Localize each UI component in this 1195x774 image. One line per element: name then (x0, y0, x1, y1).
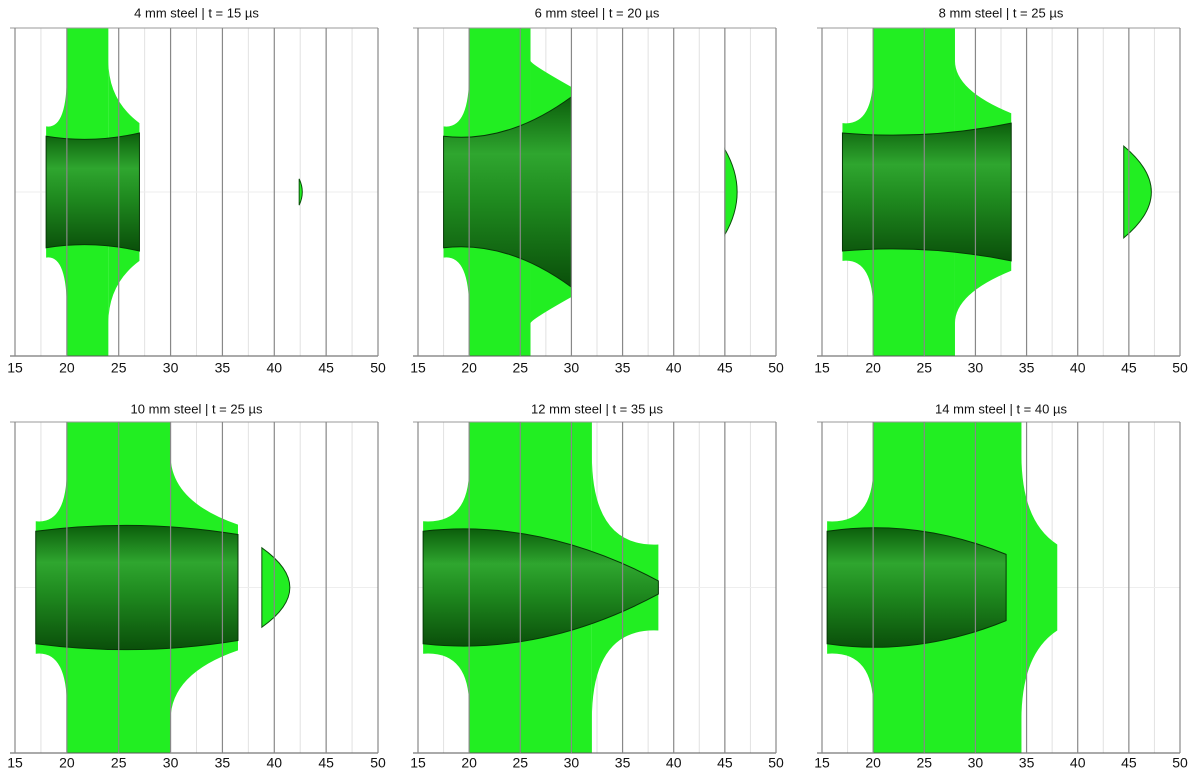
x-tick-label: 40 (1070, 755, 1086, 771)
x-tick-label: 15 (410, 360, 426, 376)
x-tick-label: 35 (1019, 755, 1035, 771)
x-tick-label: 25 (111, 755, 127, 771)
x-tick-label: 25 (512, 755, 528, 771)
x-tick-label: 45 (717, 360, 733, 376)
projectile (842, 123, 1011, 261)
x-tick-label: 20 (865, 755, 881, 771)
x-tick-label: 25 (916, 360, 932, 376)
x-tick-label: 40 (1070, 360, 1086, 376)
x-tick-label: 50 (370, 360, 386, 376)
panel: 12 mm steel | t = 35 µs 15 20 25 30 35 40 45 50 (410, 401, 784, 770)
panel: 6 mm steel | t = 20 µs 15 20 25 30 35 40 45 50 (410, 5, 784, 375)
x-tick-label: 20 (461, 360, 477, 376)
debris (299, 179, 302, 205)
x-tick-label: 15 (7, 755, 23, 771)
x-tick-label: 35 (1019, 360, 1035, 376)
debris (1124, 146, 1152, 238)
x-tick-label: 30 (564, 755, 580, 771)
x-tick-label: 45 (1121, 360, 1137, 376)
x-tick-label: 35 (615, 755, 631, 771)
projectile (36, 525, 238, 649)
x-tick-label: 30 (564, 360, 580, 376)
panel-title: 12 mm steel | t = 35 µs (531, 401, 663, 416)
panel-title: 10 mm steel | t = 25 µs (131, 401, 263, 416)
x-tick-label: 15 (814, 755, 830, 771)
x-tick-label: 30 (968, 360, 984, 376)
x-tick-label: 20 (59, 755, 75, 771)
x-tick-label: 30 (163, 360, 179, 376)
x-tick-label: 40 (666, 360, 682, 376)
x-tick-label: 45 (318, 360, 334, 376)
panel: 10 mm steel | t = 25 µs 15 20 25 30 35 40 45 50 (7, 401, 386, 770)
x-tick-label: 45 (1121, 755, 1137, 771)
x-tick-label: 35 (215, 360, 231, 376)
panel: 8 mm steel | t = 25 µs 15 20 25 30 35 40 45 50 (814, 5, 1188, 375)
projectile (827, 528, 1006, 648)
panel: 14 mm steel | t = 40 µs 15 20 25 30 35 40 45 50 (814, 401, 1188, 770)
x-tick-label: 35 (615, 360, 631, 376)
panel-title: 6 mm steel | t = 20 µs (535, 5, 660, 20)
x-tick-label: 30 (163, 755, 179, 771)
x-tick-label: 50 (1172, 360, 1188, 376)
panel-title: 4 mm steel | t = 15 µs (134, 5, 259, 20)
debris (262, 548, 290, 627)
x-tick-label: 20 (461, 755, 477, 771)
x-tick-label: 30 (968, 755, 984, 771)
x-tick-label: 40 (266, 360, 282, 376)
panel: 4 mm steel | t = 15 µs 15 20 25 30 35 40 45 50 (7, 5, 386, 375)
x-tick-label: 25 (111, 360, 127, 376)
x-tick-label: 25 (512, 360, 528, 376)
projectile (46, 133, 139, 251)
x-tick-label: 50 (768, 360, 784, 376)
x-tick-label: 25 (916, 755, 932, 771)
debris (725, 149, 737, 234)
x-tick-label: 20 (59, 360, 75, 376)
x-tick-label: 50 (768, 755, 784, 771)
x-tick-label: 45 (318, 755, 334, 771)
x-tick-label: 20 (865, 360, 881, 376)
x-tick-label: 50 (1172, 755, 1188, 771)
x-tick-label: 40 (666, 755, 682, 771)
x-tick-label: 15 (814, 360, 830, 376)
x-tick-label: 15 (410, 755, 426, 771)
x-tick-label: 45 (717, 755, 733, 771)
panel-title: 14 mm steel | t = 40 µs (935, 401, 1067, 416)
x-tick-label: 15 (7, 360, 23, 376)
figure: 4 mm steel | t = 15 µs15202530354045506 … (0, 0, 1195, 774)
panel-title: 8 mm steel | t = 25 µs (939, 5, 1064, 20)
x-tick-label: 35 (215, 755, 231, 771)
x-tick-label: 40 (266, 755, 282, 771)
x-tick-label: 50 (370, 755, 386, 771)
